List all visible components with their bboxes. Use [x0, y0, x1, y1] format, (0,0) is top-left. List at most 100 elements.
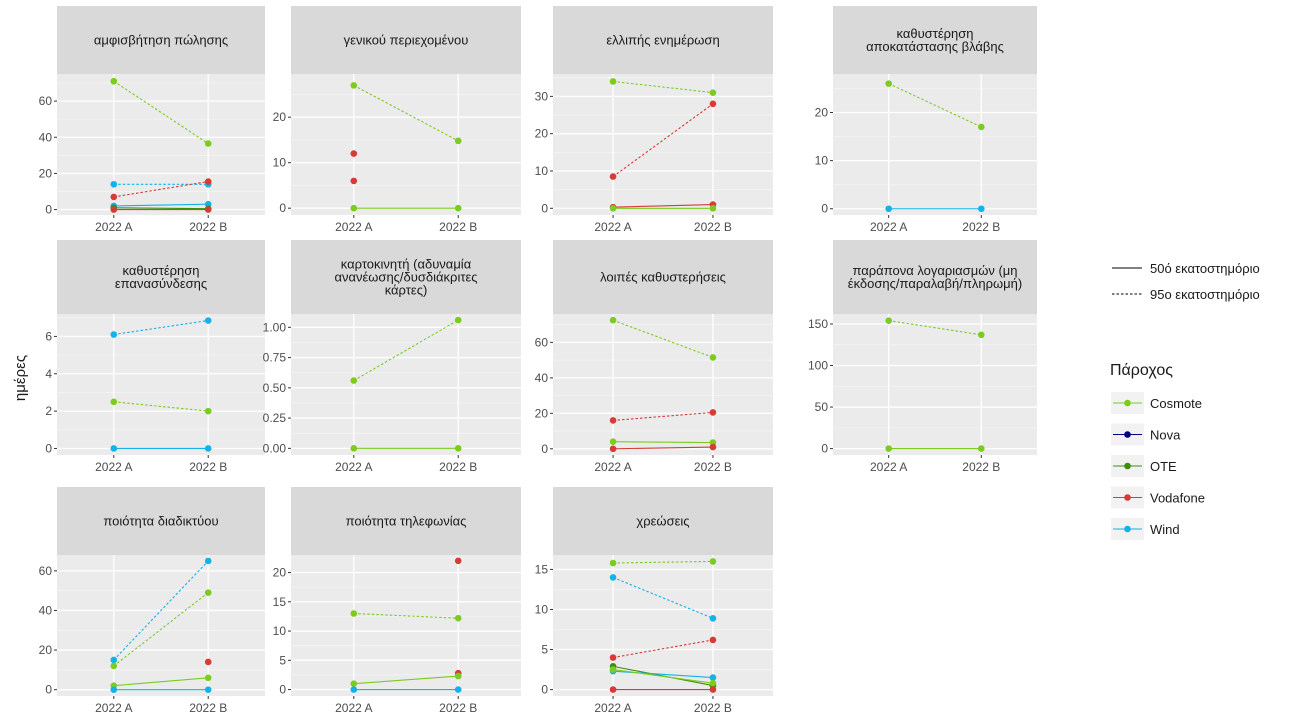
data-point	[110, 686, 118, 693]
data-point	[978, 205, 985, 213]
series-cosmote-p95	[110, 398, 212, 415]
data-point	[350, 686, 358, 693]
legend-key-point	[1124, 431, 1131, 438]
data-point	[709, 204, 717, 212]
legend-label: 50ό εκατοστημόριο	[1150, 261, 1260, 276]
data-point	[609, 316, 617, 324]
x-tick-label: 2022 B	[439, 220, 477, 234]
x-tick-label: 2022 B	[962, 460, 1000, 474]
data-point	[709, 674, 717, 681]
x-tick-label: 2022 A	[335, 701, 372, 715]
series-line	[613, 204, 713, 208]
panel-background	[291, 314, 521, 455]
data-point	[204, 674, 212, 682]
legend-label: Nova	[1150, 428, 1181, 443]
data-point	[204, 686, 212, 693]
data-point	[454, 614, 462, 622]
y-tick-label: 20	[39, 643, 53, 657]
y-tick-label: 15	[535, 562, 549, 576]
data-point	[609, 666, 617, 673]
series-cosmote-p95	[609, 78, 717, 96]
series-line	[888, 83, 982, 128]
panel-title: καθυστέρηση	[896, 26, 973, 41]
panel-2: γενικού περιεχομένου 0 10 20 2022 A 2022 B	[273, 6, 521, 234]
series-cosmote-p95	[350, 610, 462, 622]
y-tick-label: 60	[535, 335, 549, 349]
panel-background	[553, 555, 773, 696]
data-point	[204, 178, 212, 185]
legend-key-point	[1124, 494, 1131, 501]
legend-key-point	[1124, 462, 1131, 470]
data-point	[709, 679, 717, 687]
series-vodafone-p95	[609, 636, 717, 661]
panel-title: λοιπές καθυστερήσεις	[600, 270, 726, 285]
y-tick-label: 2	[45, 404, 52, 418]
x-tick-label: 2022 A	[594, 220, 631, 234]
panel-background	[553, 314, 773, 455]
panel-9: ποιότητα διαδικτύου 0 20 40 60 2022 A 2022 B	[39, 487, 265, 715]
series-line	[888, 320, 982, 336]
y-tick-label: 6	[45, 329, 52, 343]
x-tick-label: 2022 B	[694, 220, 732, 234]
panel-11: χρεώσεις 0 5 10 15 2022 A 2022 B	[535, 487, 773, 715]
data-point	[204, 206, 212, 213]
series-line	[613, 446, 713, 450]
data-point	[609, 78, 617, 85]
panel-background	[833, 314, 1037, 455]
y-tick-label: 0.25	[263, 411, 287, 425]
y-tick-label: 0	[541, 683, 548, 697]
data-point	[350, 177, 358, 185]
series-wind-p95	[609, 574, 717, 622]
y-tick-label: 30	[535, 89, 549, 103]
series-wind-p95	[110, 317, 212, 338]
x-tick-label: 2022 A	[870, 460, 907, 474]
panel-title: χρεώσεις	[636, 514, 689, 529]
panel-strip	[553, 240, 773, 314]
x-tick-label: 2022 A	[594, 460, 631, 474]
data-point	[609, 438, 617, 445]
data-point	[978, 123, 985, 131]
x-tick-label: 2022 B	[189, 701, 227, 715]
series-line	[612, 639, 714, 659]
data-point	[204, 140, 212, 147]
legend-label: Vodafone	[1150, 491, 1205, 506]
series-vodafone-p95	[350, 150, 358, 157]
series-cosmote-p95	[885, 80, 985, 131]
series-wind-p50	[110, 686, 212, 693]
y-axis-title: ημέρες	[12, 355, 29, 401]
panel-strip	[833, 6, 1037, 74]
panel-6: καρτοκινητή (αδυναμίαανανέωσης/δυσδιάκρι…	[263, 240, 521, 474]
panel-7: λοιπές καθυστερήσεις 0 20 40 60 2022 A 2022 B	[535, 240, 773, 474]
panel-title: αμφισβήτηση πώλησης	[94, 33, 228, 48]
data-point	[609, 654, 617, 661]
series-vodafone-p50	[609, 443, 717, 453]
x-tick-label: 2022 A	[870, 220, 907, 234]
panel-strip	[833, 240, 1037, 314]
data-point	[204, 557, 212, 565]
data-point	[110, 193, 118, 201]
y-tick-label: 5	[541, 643, 548, 657]
data-point	[204, 589, 212, 596]
y-tick-label: 60	[39, 94, 53, 108]
y-tick-label: 20	[273, 566, 287, 580]
data-point	[110, 331, 118, 338]
series-cosmote-p95	[885, 317, 985, 339]
data-point	[454, 672, 462, 680]
data-point	[609, 173, 617, 180]
data-point	[609, 417, 617, 424]
series-cosmote-p95	[350, 316, 462, 384]
series-wind-p50	[110, 445, 212, 452]
y-tick-label: 5	[279, 653, 286, 667]
series-line	[613, 441, 713, 444]
series-vodafone-p95	[609, 409, 717, 424]
panel-title: ποιότητα τηλεφωνίας	[346, 514, 467, 529]
y-tick-label: 0	[541, 442, 548, 456]
panel-3: ελλιπής ενημέρωση 0 10 20 30 2022 A 2022 B	[535, 6, 773, 234]
series-line	[353, 675, 459, 685]
series-cosmote-p95	[350, 82, 462, 145]
data-point	[350, 82, 358, 89]
series-cosmote-p50	[350, 445, 462, 452]
